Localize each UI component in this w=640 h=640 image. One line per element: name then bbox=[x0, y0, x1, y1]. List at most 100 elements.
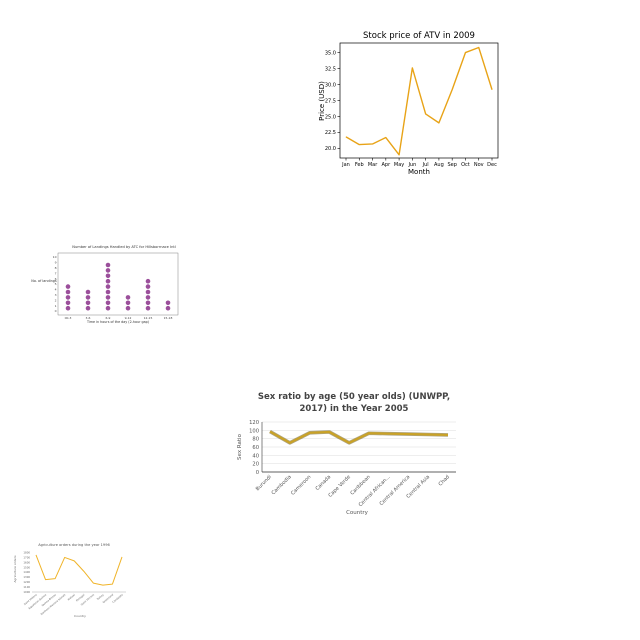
x-tick-label: Portugal bbox=[75, 593, 86, 603]
data-point bbox=[398, 154, 400, 156]
landing-dot bbox=[145, 300, 151, 306]
landing-dot bbox=[85, 295, 91, 300]
agriculture-series-line bbox=[35, 554, 123, 586]
x-tick-label: Canada bbox=[315, 474, 333, 492]
y-tick-label: 3 bbox=[55, 293, 57, 297]
y-tick-label: 1200 bbox=[23, 580, 30, 584]
y-tick-label: 120 bbox=[249, 420, 259, 426]
landing-dot bbox=[105, 305, 111, 311]
landing-dot bbox=[105, 262, 111, 268]
y-tick-label: 40 bbox=[252, 453, 259, 459]
y-tick-label: 6 bbox=[55, 277, 57, 281]
agriculture-orders-chart: Agriculture orders during the year 1996 … bbox=[8, 538, 136, 620]
x-axis-label: Month bbox=[408, 168, 430, 176]
x-tick-label: Jun bbox=[407, 162, 416, 168]
landing-dot bbox=[65, 300, 71, 306]
landing-dot bbox=[65, 289, 71, 295]
x-axis-label: Country bbox=[346, 510, 369, 516]
price-series-line bbox=[345, 46, 493, 156]
y-tick-label: 2 bbox=[55, 298, 57, 302]
x-tick-label: Greenland bbox=[102, 592, 115, 604]
y-tick-label: 1400 bbox=[23, 570, 30, 574]
y-tick-label: 20 bbox=[252, 462, 259, 468]
x-tick-label: May bbox=[394, 162, 404, 168]
chart-title-line1: Sex ratio by age (50 year olds) (UNWPP, bbox=[258, 392, 450, 402]
y-tick-label: 1800 bbox=[23, 550, 30, 554]
y-tick-label: 5 bbox=[55, 282, 57, 286]
data-point bbox=[478, 47, 480, 48]
x-tick-label: 9-12 bbox=[125, 316, 132, 320]
landing-dot bbox=[105, 289, 111, 295]
y-tick-label: 25.0 bbox=[325, 114, 336, 120]
landing-dot bbox=[165, 300, 171, 306]
y-tick-label: 100 bbox=[249, 428, 259, 434]
landing-dot bbox=[65, 284, 71, 289]
y-tick-label: 8 bbox=[55, 266, 57, 270]
x-tick-label: Jan bbox=[341, 162, 350, 168]
landing-dot bbox=[145, 305, 151, 311]
y-tick-label: 20.0 bbox=[325, 146, 336, 152]
x-tick-label: 6-9 bbox=[106, 316, 111, 320]
sex-ratio-line bbox=[269, 430, 449, 444]
y-tick-label: 32.5 bbox=[325, 66, 336, 72]
x-tick-label: Chad bbox=[438, 474, 451, 487]
y-axis-label: Agriculture orders bbox=[13, 555, 17, 582]
chart-title: Stock price of ATV in 2009 bbox=[363, 31, 475, 41]
landing-dot bbox=[85, 300, 91, 306]
agriculture-svg: Agriculture orders during the year 1996 … bbox=[13, 543, 126, 618]
x-tick-label: Malawi bbox=[67, 593, 76, 602]
x-tick-label: Sep bbox=[447, 162, 456, 168]
stock-price-chart: Stock price of ATV in 2009 Month Price (… bbox=[300, 24, 510, 184]
landing-dot bbox=[125, 295, 131, 300]
y-tick-label: 1700 bbox=[23, 555, 30, 559]
chart-title: Number of Landings Handled by ATC for Hi… bbox=[72, 245, 176, 249]
x-tick-label: Jul bbox=[422, 162, 429, 168]
y-tick-label: 60 bbox=[252, 445, 259, 451]
landing-dot bbox=[105, 300, 111, 306]
chart-title-line2: 2017) in the Year 2005 bbox=[300, 404, 409, 414]
y-tick-label: 1000 bbox=[23, 590, 30, 594]
landings-dot-plot: Number of Landings Handled by ATC for Hi… bbox=[30, 238, 182, 330]
x-tick-label: Cambodia bbox=[111, 592, 124, 603]
x-tick-label: 00-3 bbox=[65, 316, 72, 320]
sex-ratio-svg: Sex ratio by age (50 year olds) (UNWPP, … bbox=[237, 392, 456, 516]
landing-dot bbox=[105, 268, 111, 273]
x-tick-label: Dec bbox=[487, 162, 497, 168]
landing-dot bbox=[125, 305, 131, 311]
sex-ratio-chart: Sex ratio by age (50 year olds) (UNWPP, … bbox=[228, 384, 464, 522]
y-tick-label: 1100 bbox=[23, 585, 30, 589]
y-tick-label: 1300 bbox=[23, 575, 30, 579]
x-tick-label: Feb bbox=[355, 162, 364, 168]
y-tick-label: 22.5 bbox=[325, 130, 336, 136]
landing-dot bbox=[105, 278, 111, 284]
x-tick-label: Apr bbox=[381, 162, 391, 168]
x-tick-label: 3-6 bbox=[86, 316, 91, 320]
landing-dot bbox=[165, 305, 171, 311]
y-tick-label: 4 bbox=[55, 288, 57, 292]
y-tick-label: 35.0 bbox=[325, 50, 336, 56]
x-tick-label: Mar bbox=[368, 162, 378, 168]
plot-frame bbox=[339, 42, 499, 159]
landings-svg: Number of Landings Handled by ATC for Hi… bbox=[31, 245, 179, 324]
landing-dot bbox=[105, 284, 111, 289]
y-tick-label: 0 bbox=[55, 309, 57, 313]
y-tick-label: 27.5 bbox=[325, 98, 336, 104]
data-point bbox=[451, 89, 453, 90]
data-point bbox=[345, 136, 347, 138]
x-axis-label: Country bbox=[74, 614, 86, 618]
data-point bbox=[491, 89, 493, 90]
chart-title: Agriculture orders during the year 1996 bbox=[38, 543, 110, 547]
y-tick-label: 9 bbox=[55, 261, 57, 265]
stock-price-svg: Stock price of ATV in 2009 Month Price (… bbox=[318, 31, 499, 176]
y-axis-label: Sex Ratio bbox=[237, 433, 243, 460]
landing-dot bbox=[85, 305, 91, 311]
landing-dot bbox=[65, 305, 71, 311]
x-tick-label: Oct bbox=[461, 162, 470, 168]
x-tick-label: Aug bbox=[434, 162, 444, 168]
x-tick-label: Burundi bbox=[255, 474, 273, 492]
x-tick-label: 12-15 bbox=[144, 316, 153, 320]
landing-dot bbox=[65, 295, 71, 300]
landing-dot bbox=[105, 273, 111, 279]
data-point bbox=[372, 143, 373, 145]
y-tick-label: 10 bbox=[53, 255, 57, 259]
